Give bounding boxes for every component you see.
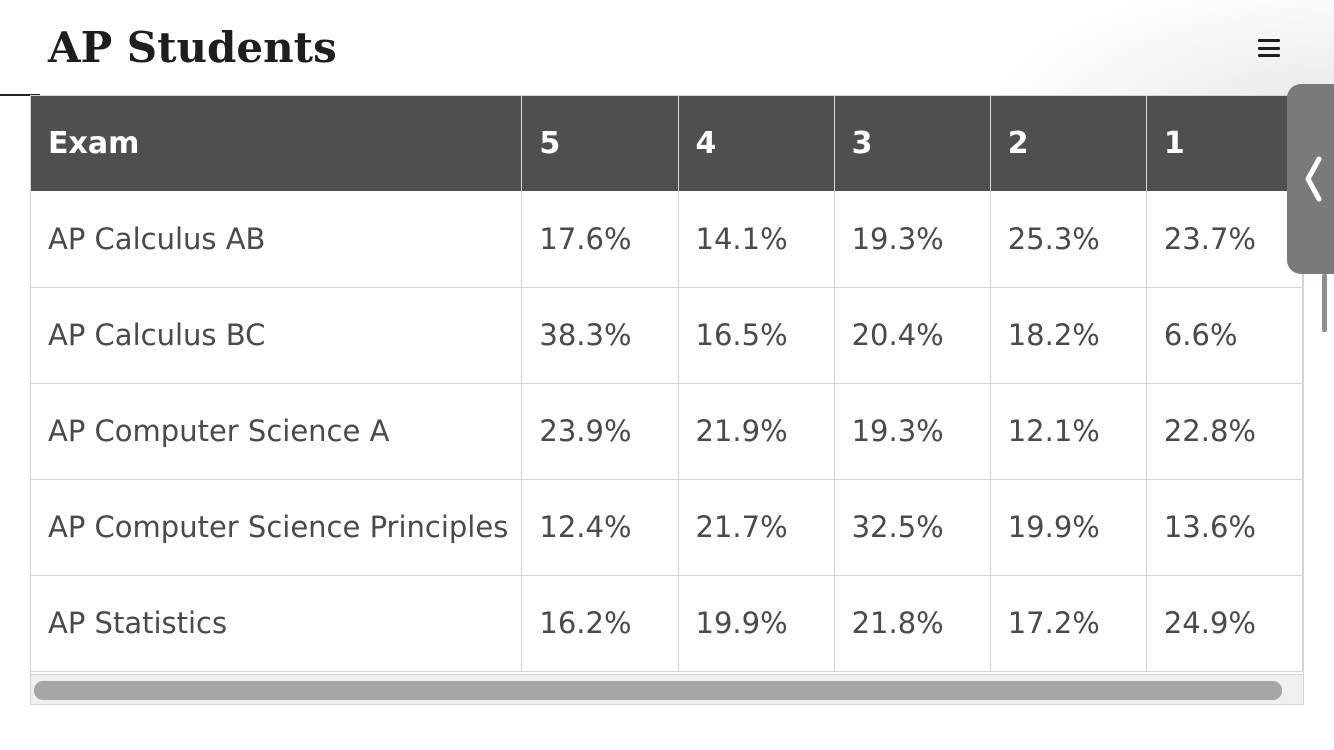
column-header-exam: Exam	[31, 96, 523, 191]
table-row: AP Computer Science A 23.9% 21.9% 19.3% …	[31, 383, 1303, 480]
score-cell: 22.8%	[1146, 383, 1303, 480]
score-cell: 19.9%	[678, 575, 835, 672]
score-cell: 16.5%	[678, 287, 835, 384]
score-cell: 24.9%	[1146, 575, 1303, 672]
exam-name-cell: AP Computer Science Principles	[31, 479, 523, 576]
column-header-score-4: 4	[678, 96, 835, 191]
column-header-score-5: 5	[521, 96, 679, 191]
side-panel-tab[interactable]	[1287, 84, 1334, 274]
score-cell: 12.4%	[521, 479, 679, 576]
score-cell: 6.6%	[1146, 287, 1303, 384]
score-cell: 32.5%	[834, 479, 991, 576]
score-cell: 14.1%	[678, 191, 835, 288]
score-cell: 12.1%	[990, 383, 1147, 480]
page-title: AP Students	[48, 23, 337, 72]
menu-line	[1258, 46, 1280, 50]
exam-name-cell: AP Computer Science A	[31, 383, 523, 480]
horizontal-scrollbar[interactable]	[31, 674, 1303, 704]
score-cell: 13.6%	[1146, 479, 1303, 576]
score-cell: 20.4%	[834, 287, 991, 384]
score-cell: 16.2%	[521, 575, 679, 672]
table-row: AP Computer Science Principles 12.4% 21.…	[31, 479, 1303, 576]
score-cell: 19.3%	[834, 191, 991, 288]
score-cell: 18.2%	[990, 287, 1147, 384]
scores-table: Exam 5 4 3 2 1 AP Calculus AB 17.6% 14.1…	[31, 96, 1303, 672]
table-row: AP Statistics 16.2% 19.9% 21.8% 17.2% 24…	[31, 575, 1303, 672]
scores-table-container[interactable]: Exam 5 4 3 2 1 AP Calculus AB 17.6% 14.1…	[30, 95, 1304, 705]
chevron-left-icon	[1305, 156, 1322, 202]
column-header-score-2: 2	[990, 96, 1147, 191]
vertical-scrollbar[interactable]	[1322, 274, 1327, 332]
column-header-score-1: 1	[1146, 96, 1303, 191]
exam-name-cell: AP Statistics	[31, 575, 523, 672]
column-header-score-3: 3	[834, 96, 991, 191]
hamburger-menu-icon[interactable]	[1258, 37, 1280, 59]
score-cell: 21.7%	[678, 479, 835, 576]
menu-line	[1258, 39, 1280, 42]
score-cell: 25.3%	[990, 191, 1147, 288]
score-cell: 23.9%	[521, 383, 679, 480]
score-cell: 19.3%	[834, 383, 991, 480]
table-row: AP Calculus AB 17.6% 14.1% 19.3% 25.3% 2…	[31, 191, 1303, 288]
score-cell: 17.6%	[521, 191, 679, 288]
score-cell: 21.9%	[678, 383, 835, 480]
score-cell: 38.3%	[521, 287, 679, 384]
menu-line	[1258, 54, 1280, 57]
score-cell: 21.8%	[834, 575, 991, 672]
table-row: AP Calculus BC 38.3% 16.5% 20.4% 18.2% 6…	[31, 287, 1303, 384]
score-cell: 23.7%	[1146, 191, 1303, 288]
score-cell: 19.9%	[990, 479, 1147, 576]
horizontal-scrollbar-thumb[interactable]	[34, 681, 1282, 700]
exam-name-cell: AP Calculus BC	[31, 287, 523, 384]
header-divider	[0, 94, 40, 96]
table-header-row: Exam 5 4 3 2 1	[31, 96, 1303, 191]
score-cell: 17.2%	[990, 575, 1147, 672]
exam-name-cell: AP Calculus AB	[31, 191, 523, 288]
